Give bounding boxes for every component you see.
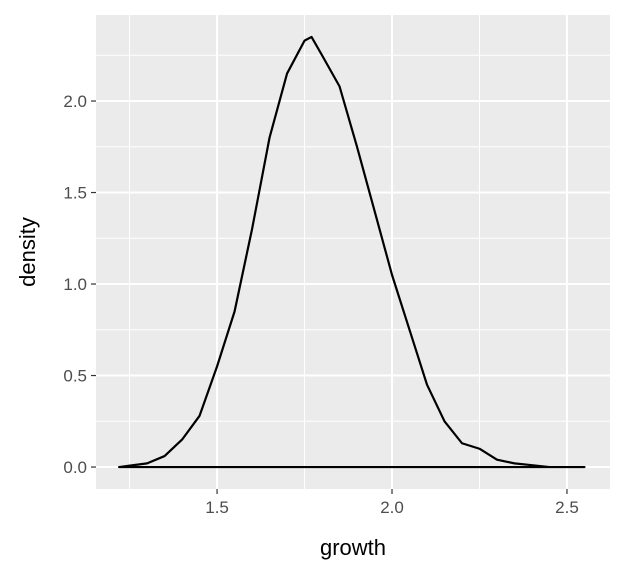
y-tick-label: 0.5: [63, 367, 87, 386]
y-tick-label: 2.0: [63, 92, 87, 111]
x-axis-title: growth: [320, 535, 386, 560]
y-tick-label: 0.0: [63, 458, 87, 477]
density-curve: [117, 35, 586, 469]
axes: 1.5 2.0 2.5 0.0 0.5 1.0 1.5 2.0: [63, 92, 578, 517]
x-tick-label: 2.5: [555, 498, 579, 517]
x-tick-label: 2.0: [380, 498, 404, 517]
y-tick-label: 1.0: [63, 275, 87, 294]
y-tick-label: 1.5: [63, 184, 87, 203]
x-tick-label: 1.5: [205, 498, 229, 517]
panel-background: [96, 15, 610, 489]
y-axis-title: density: [15, 217, 40, 287]
marks: [117, 35, 586, 469]
